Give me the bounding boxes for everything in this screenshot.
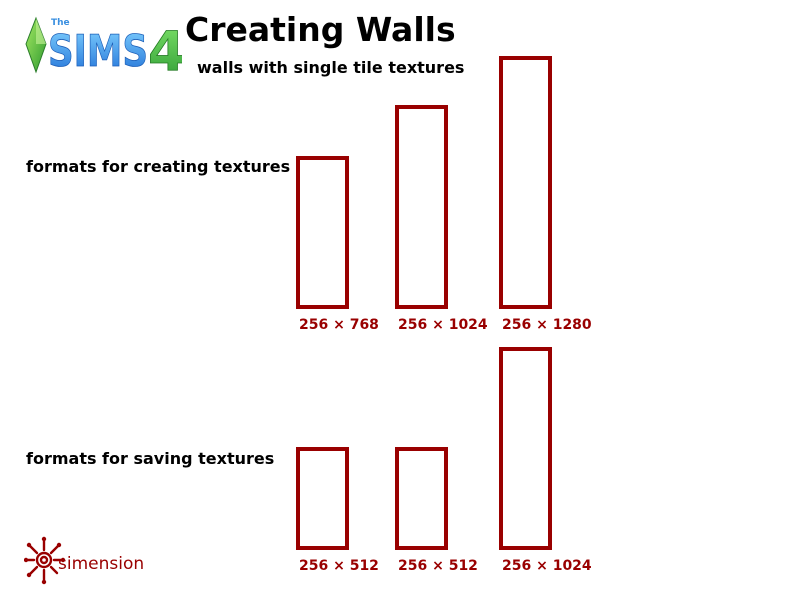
sims4-logo: The SIMS 4 [25, 16, 182, 76]
texture-frame-saving-1 [296, 447, 349, 550]
creating-formats-label: formats for creating textures [26, 157, 291, 176]
saving-formats-label: formats for saving textures [26, 449, 275, 468]
format-label-saving-2: 256 × 512 [398, 558, 478, 574]
texture-frame-saving-3 [499, 347, 552, 550]
texture-frame-creating-3 [499, 56, 552, 309]
sun-spiral-icon [24, 536, 66, 585]
format-label-saving-3: 256 × 1024 [502, 558, 592, 574]
format-label-creating-3: 256 × 1280 [502, 317, 592, 333]
plumbob-icon [25, 16, 47, 74]
logo-number: 4 [148, 20, 182, 76]
logo-wordmark: SIMS [48, 26, 148, 76]
brand-name: simension [58, 554, 145, 574]
texture-frame-creating-1 [296, 156, 349, 309]
texture-frame-creating-2 [395, 105, 448, 309]
page-subtitle: walls with single tile textures [197, 58, 465, 77]
format-label-creating-2: 256 × 1024 [398, 317, 488, 333]
logo-small-text: The [51, 18, 70, 28]
page-title: Creating Walls [185, 10, 456, 49]
texture-frame-saving-2 [395, 447, 448, 550]
format-label-saving-1: 256 × 512 [299, 558, 379, 574]
format-label-creating-1: 256 × 768 [299, 317, 379, 333]
